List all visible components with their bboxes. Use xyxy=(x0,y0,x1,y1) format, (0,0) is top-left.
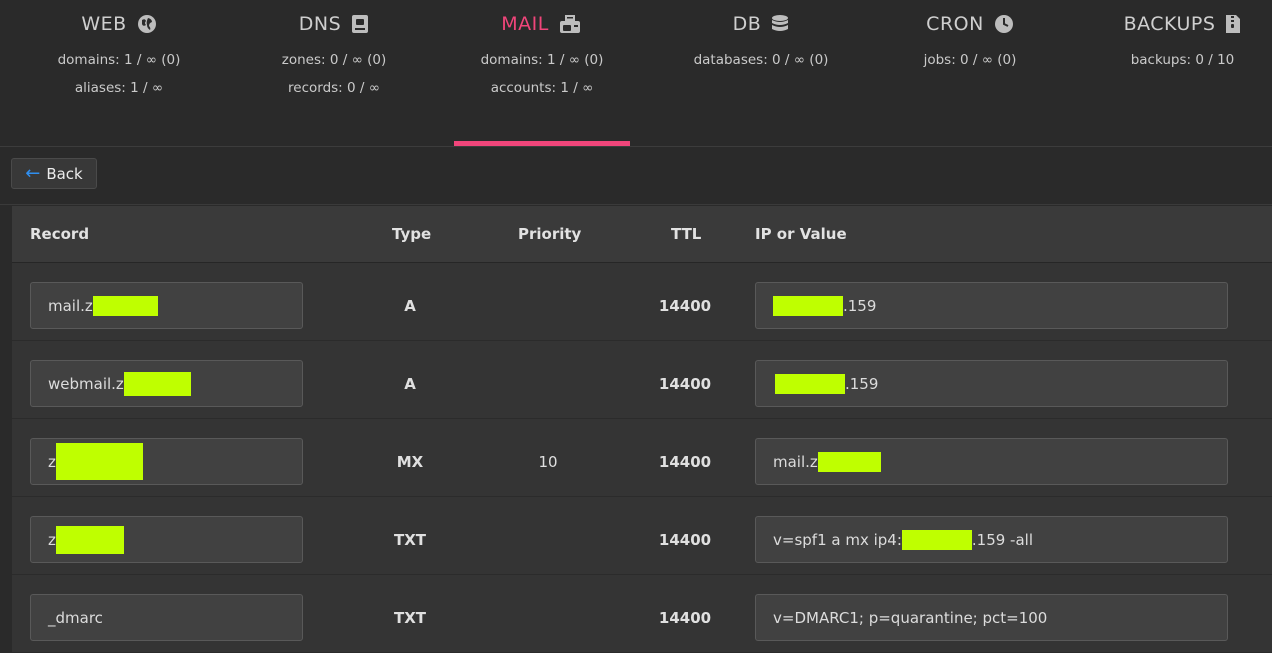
value-text-suffix: .159 xyxy=(845,374,879,393)
redaction-block xyxy=(775,373,845,394)
redaction-block xyxy=(817,451,881,472)
redaction-block xyxy=(55,443,143,480)
header-value[interactable]: IP or Value xyxy=(755,225,847,243)
tab-backups-stat-backups: backups: 0 / 10 xyxy=(1130,52,1235,68)
globe-icon xyxy=(137,14,157,34)
arrow-left-icon: ← xyxy=(25,162,41,184)
file-archive-icon xyxy=(1225,14,1241,34)
record-field[interactable]: z xyxy=(30,438,303,485)
tab-dns-stat-zones: zones: 0 / ∞ (0) xyxy=(281,52,387,68)
table-header: Record Type Priority TTL IP or Value xyxy=(12,206,1272,263)
tab-web-title: WEB xyxy=(81,13,127,35)
priority-cell: 10 xyxy=(538,453,558,471)
tab-mail-stat-domains: domains: 1 / ∞ (0) xyxy=(480,52,604,68)
tab-cron-title: CRON xyxy=(926,13,984,35)
tab-web-stat-aliases: aliases: 1 / ∞ xyxy=(74,80,164,96)
tab-dns-title: DNS xyxy=(298,13,342,35)
tab-mail-header: MAIL xyxy=(454,10,630,38)
record-text: _dmarc xyxy=(48,608,103,627)
table-row: z MX 10 14400 mail.z xyxy=(12,419,1272,497)
tab-cron-header: CRON xyxy=(873,10,1067,38)
tab-db-header: DB xyxy=(663,10,859,38)
header-ttl[interactable]: TTL xyxy=(671,225,702,243)
tab-dns[interactable]: DNS zones: 0 / ∞ (0) records: 0 / ∞ xyxy=(238,0,430,147)
tab-mail-stat-accounts: accounts: 1 / ∞ xyxy=(490,80,594,96)
tab-dns-header: DNS xyxy=(238,10,430,38)
tab-cron[interactable]: CRON jobs: 0 / ∞ (0) xyxy=(873,0,1067,147)
value-text-prefix: v=DMARC1; p=quarantine; pct=100 xyxy=(773,608,1048,627)
ttl-cell: 14400 xyxy=(658,375,712,393)
tab-db-stat-databases: databases: 0 / ∞ (0) xyxy=(693,52,829,68)
mailbox-icon xyxy=(559,14,583,34)
ttl-cell: 14400 xyxy=(658,531,712,549)
redaction-block xyxy=(92,295,158,316)
tab-db-title: DB xyxy=(732,13,762,35)
tab-db[interactable]: DB databases: 0 / ∞ (0) xyxy=(663,0,859,147)
dns-records-table: Record Type Priority TTL IP or Value mai… xyxy=(12,206,1272,653)
record-text: mail.z xyxy=(48,296,93,315)
type-cell: TXT xyxy=(393,609,427,627)
type-cell: A xyxy=(404,375,416,393)
tab-cron-stat-jobs: jobs: 0 / ∞ (0) xyxy=(923,52,1017,68)
value-field[interactable]: mail.z xyxy=(755,438,1228,485)
book-icon xyxy=(351,14,369,34)
type-cell: TXT xyxy=(393,531,427,549)
clock-icon xyxy=(994,14,1014,34)
type-cell: A xyxy=(404,297,416,315)
tab-dns-stat-records: records: 0 / ∞ xyxy=(288,80,380,96)
tab-web[interactable]: WEB domains: 1 / ∞ (0) aliases: 1 / ∞ xyxy=(0,0,238,147)
record-text: webmail.z xyxy=(48,374,124,393)
header-priority[interactable]: Priority xyxy=(518,225,582,243)
tab-web-header: WEB xyxy=(0,10,238,38)
redaction-block xyxy=(55,525,124,554)
type-cell: MX xyxy=(396,453,424,471)
header-record[interactable]: Record xyxy=(30,225,90,243)
record-field[interactable]: webmail.z xyxy=(30,360,303,407)
table-row: mail.z A 14400 .159 xyxy=(12,263,1272,341)
value-text-prefix: mail.z xyxy=(773,452,818,471)
active-tab-indicator xyxy=(454,141,630,146)
value-field[interactable]: .159 xyxy=(755,282,1228,329)
value-field[interactable]: v=spf1 a mx ip4: .159 -all xyxy=(755,516,1228,563)
tab-backups[interactable]: BACKUPS backups: 0 / 10 xyxy=(1093,0,1272,147)
redaction-block xyxy=(123,371,191,396)
ttl-cell: 14400 xyxy=(658,297,712,315)
tab-backups-header: BACKUPS xyxy=(1093,10,1272,38)
record-text: z xyxy=(48,452,56,471)
tab-web-stat-domains: domains: 1 / ∞ (0) xyxy=(57,52,181,68)
back-button[interactable]: ← Back xyxy=(11,158,97,189)
toolbar: ← Back xyxy=(0,147,1272,205)
record-field[interactable]: _dmarc xyxy=(30,594,303,641)
record-field[interactable]: z xyxy=(30,516,303,563)
table-row: webmail.z A 14400 .159 xyxy=(12,341,1272,419)
value-text-suffix: .159 -all xyxy=(971,530,1033,549)
value-field[interactable]: v=DMARC1; p=quarantine; pct=100 xyxy=(755,594,1228,641)
back-button-label: Back xyxy=(46,164,83,183)
header-type[interactable]: Type xyxy=(392,225,432,243)
tab-mail[interactable]: MAIL domains: 1 / ∞ (0) accounts: 1 / ∞ xyxy=(454,0,630,147)
table-row: _dmarc TXT 14400 v=DMARC1; p=quarantine;… xyxy=(12,575,1272,653)
value-text-suffix: .159 xyxy=(843,296,877,315)
ttl-cell: 14400 xyxy=(658,609,712,627)
tab-backups-title: BACKUPS xyxy=(1123,13,1216,35)
tab-mail-title: MAIL xyxy=(501,13,549,35)
redaction-block xyxy=(773,295,843,316)
table-row: z TXT 14400 v=spf1 a mx ip4: .159 -all xyxy=(12,497,1272,575)
database-icon xyxy=(771,14,789,34)
stats-tabs-bar: WEB domains: 1 / ∞ (0) aliases: 1 / ∞ DN… xyxy=(0,0,1272,147)
record-field[interactable]: mail.z xyxy=(30,282,303,329)
ttl-cell: 14400 xyxy=(658,453,712,471)
record-text: z xyxy=(48,530,56,549)
value-field[interactable]: .159 xyxy=(755,360,1228,407)
value-text-prefix: v=spf1 a mx ip4: xyxy=(773,530,902,549)
redaction-block xyxy=(901,529,972,550)
